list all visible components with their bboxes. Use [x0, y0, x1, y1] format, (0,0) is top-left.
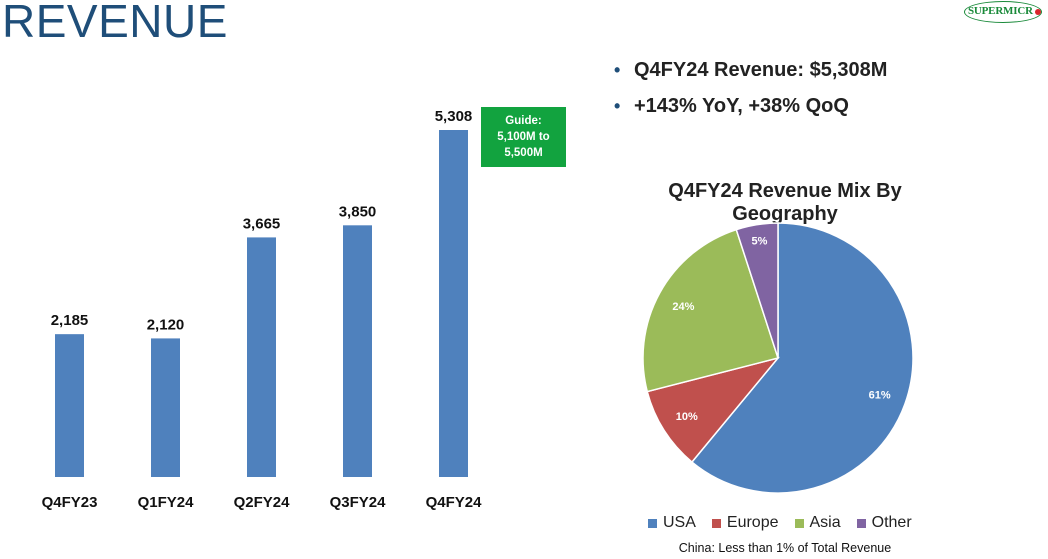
bullet-growth-text: +143% YoY, +38% QoQ: [634, 95, 849, 117]
legend-item-asia: Asia: [794, 514, 841, 532]
legend-item-usa: USA: [648, 514, 696, 532]
bar-value-label: 2,185: [51, 312, 89, 329]
bullet-revenue-text: Q4FY24 Revenue: $5,308M: [634, 59, 888, 81]
bar-value-label: 3,665: [243, 215, 281, 232]
pie-legend: USA Europe Asia Other: [648, 514, 912, 532]
key-points: • Q4FY24 Revenue: $5,308M • +143% YoY, +38…: [612, 57, 887, 129]
pie-slice-asia: [642, 228, 779, 393]
supermicro-logo: SUPERMICR: [964, 1, 1044, 25]
bullet-dot-icon: •: [614, 96, 621, 116]
pie-slice-other: [735, 222, 779, 359]
legend-swatch-usa: [648, 518, 657, 528]
legend-swatch-europe: [711, 518, 721, 528]
bar-value-label: 2,120: [147, 316, 185, 333]
x-tick-label: Q2FY24: [234, 494, 291, 511]
pie-slice-usa: [690, 222, 914, 494]
legend-label-usa: USA: [663, 514, 696, 531]
revenue-bar-chart: 2,185 Q4FY23 2,120 Q1FY24 3,665 Q2FY24 3,850 Q3…: [42, 108, 483, 511]
pie-slice-label: 5%: [751, 236, 767, 248]
pie-slice-europe: [646, 356, 781, 464]
pie-slice-label: 10%: [676, 411, 698, 423]
legend-label-asia: Asia: [809, 514, 841, 531]
logo-oval: [964, 1, 1042, 23]
bullet-dot-icon: •: [614, 60, 621, 80]
page-title: REVENUE: [2, 0, 228, 47]
x-tick-label: Q4FY23: [42, 494, 98, 511]
guidance-line-2: 5,100M to: [497, 131, 550, 143]
legend-swatch-asia: [794, 518, 804, 528]
pie-chart-title: Q4FY24 Revenue Mix By Geography: [668, 180, 902, 225]
legend-label-europe: Europe: [726, 514, 779, 531]
x-tick-label: Q1FY24: [138, 494, 195, 511]
bar-q3fy24: [343, 225, 372, 477]
logo-red-dot-icon: [1035, 9, 1041, 15]
legend-item-other: Other: [856, 514, 912, 532]
bar-q4fy23: [55, 334, 84, 477]
logo-text: SUPERMICR: [968, 5, 1033, 17]
bullet-revenue: • Q4FY24 Revenue: $5,308M: [612, 57, 887, 93]
bar-q2fy24: [247, 237, 276, 477]
bar-value-label: 5,308: [435, 108, 473, 125]
pie-slice-label: 24%: [672, 301, 694, 313]
guidance-box: Guide: 5,100M to 5,500M: [481, 107, 566, 167]
bar-q4fy24: [439, 130, 468, 477]
pie-slice-label: 61%: [869, 390, 891, 402]
footnote: China: Less than 1% of Total Revenue: [678, 541, 892, 555]
bullet-growth: • +143% YoY, +38% QoQ: [612, 93, 887, 129]
bar-value-label: 3,850: [339, 203, 377, 220]
legend-label-other: Other: [871, 514, 912, 531]
legend-item-europe: Europe: [711, 514, 779, 532]
x-tick-label: Q3FY24: [330, 494, 387, 511]
bar-q1fy24: [151, 338, 180, 477]
guidance-line-1: Guide:: [505, 115, 542, 127]
guidance-line-3: 5,500M: [504, 147, 543, 159]
x-tick-label: Q4FY24: [426, 494, 483, 511]
legend-swatch-other: [856, 518, 866, 528]
